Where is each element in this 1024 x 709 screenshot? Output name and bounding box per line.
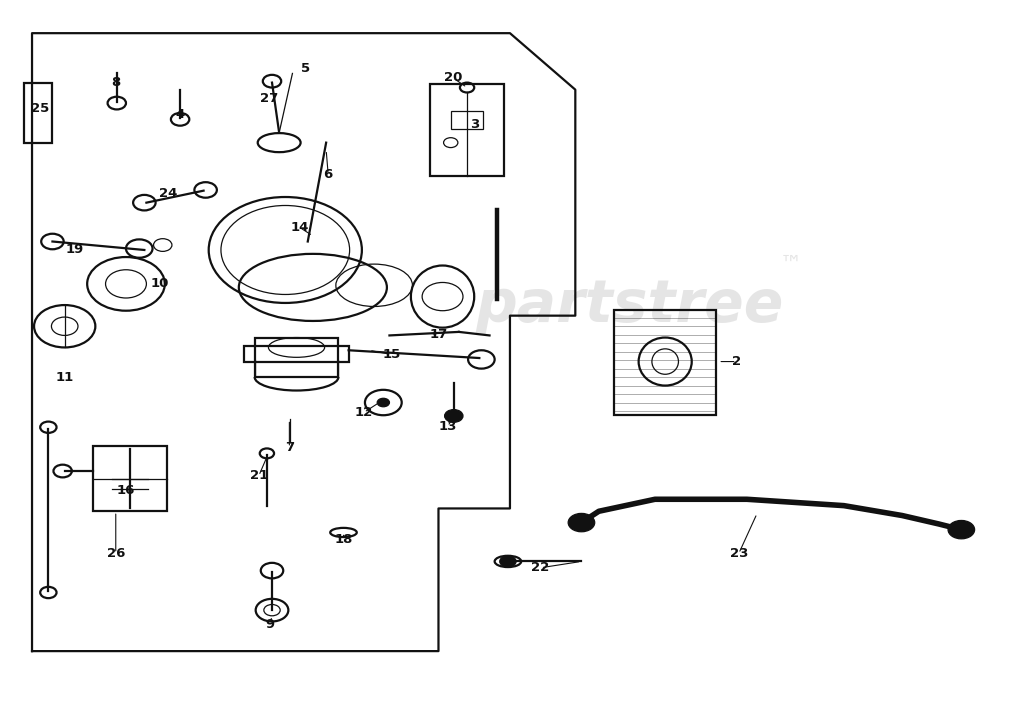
Text: 14: 14 (291, 221, 309, 234)
Text: 6: 6 (324, 168, 333, 181)
Circle shape (568, 513, 595, 532)
Text: 4: 4 (175, 108, 184, 121)
Text: 5: 5 (301, 62, 310, 75)
Text: ™: ™ (779, 255, 802, 275)
Circle shape (444, 410, 463, 423)
Text: 11: 11 (55, 371, 74, 384)
Circle shape (377, 398, 389, 407)
Bar (614, 310, 716, 415)
Text: partstree: partstree (475, 277, 783, 333)
Text: 24: 24 (159, 187, 177, 200)
Text: 20: 20 (443, 71, 462, 84)
Text: 26: 26 (106, 547, 125, 560)
Text: 22: 22 (531, 562, 550, 574)
Circle shape (948, 520, 975, 539)
Text: 15: 15 (382, 348, 400, 361)
Bar (245, 346, 348, 362)
Text: 21: 21 (250, 469, 268, 482)
Circle shape (500, 556, 516, 567)
Text: 23: 23 (729, 547, 748, 560)
Bar (430, 84, 504, 176)
Text: 17: 17 (429, 328, 447, 341)
Text: 12: 12 (354, 406, 373, 419)
Text: 16: 16 (117, 484, 135, 496)
Text: 19: 19 (66, 243, 84, 257)
Text: 2: 2 (732, 355, 741, 368)
Text: 9: 9 (265, 618, 274, 631)
Bar (255, 338, 338, 377)
Bar (24, 83, 52, 143)
Text: 7: 7 (285, 441, 294, 454)
Text: 25: 25 (31, 102, 49, 116)
Bar (93, 446, 167, 511)
Text: 8: 8 (112, 76, 121, 89)
Text: 3: 3 (470, 118, 479, 131)
Text: 18: 18 (334, 533, 352, 546)
Text: 13: 13 (438, 420, 457, 433)
Text: 10: 10 (151, 277, 169, 291)
Bar (451, 111, 483, 128)
Text: 27: 27 (260, 92, 279, 106)
